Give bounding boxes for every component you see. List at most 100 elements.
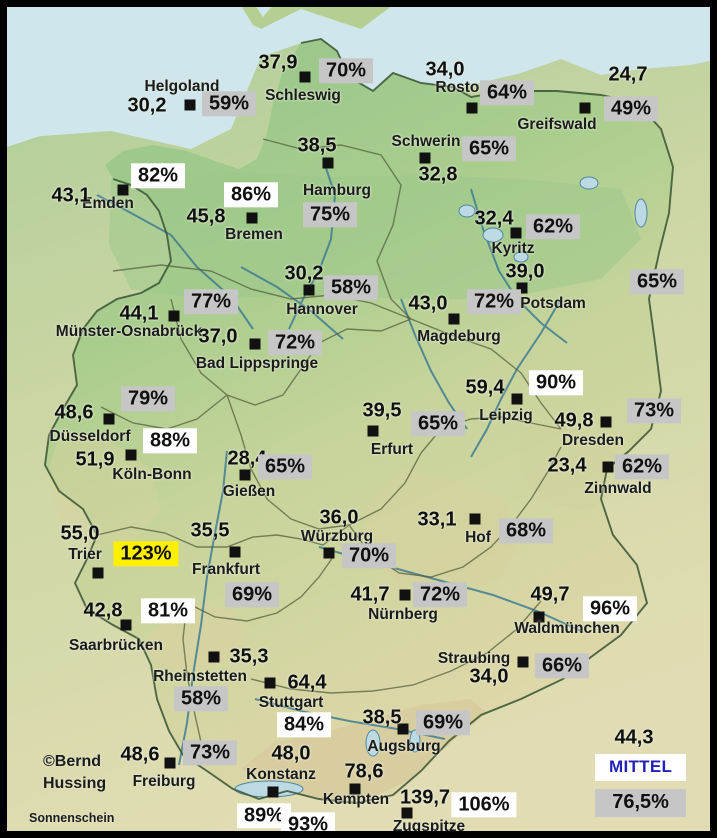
station-sunshine-hours: 23,4 <box>547 454 587 477</box>
station-percent-badge: 69% <box>224 582 280 608</box>
station-sunshine-hours: 41,7 <box>350 583 390 606</box>
station-percent-badge: 62% <box>525 214 581 240</box>
legend-value: 76,5% <box>595 789 687 817</box>
station-name-label: Saarbrücken <box>69 637 163 654</box>
station-name-label: Waldmünchen <box>514 620 620 637</box>
station-marker <box>323 547 335 559</box>
station-percent-badge: 58% <box>323 275 379 301</box>
station-marker <box>229 546 241 558</box>
station-marker <box>246 212 258 224</box>
station-percent-badge: 93% <box>280 812 336 831</box>
station-percent-badge: 81% <box>140 598 196 624</box>
station-name-label: Hof <box>465 529 491 546</box>
station-sunshine-hours: 64,4 <box>287 671 327 694</box>
station-sunshine-hours: 44,1 <box>119 302 159 325</box>
station-sunshine-hours: 42,8 <box>83 599 123 622</box>
station-sunshine-hours: 43,0 <box>408 292 448 315</box>
station-marker <box>249 338 261 350</box>
station-sunshine-hours: 49,7 <box>530 583 570 606</box>
station-name-label: Würzburg <box>300 528 374 545</box>
station-percent-badge: 66% <box>534 653 590 679</box>
station-percent-badge: 65% <box>257 454 313 480</box>
credit-line-2: Hussing <box>43 774 107 792</box>
station-name-label: Trier <box>68 546 102 563</box>
station-percent-badge: 68% <box>498 518 554 544</box>
station-sunshine-hours: 32,8 <box>418 163 458 186</box>
station-sunshine-hours: 59,4 <box>465 376 505 399</box>
station-sunshine-hours: 139,7 <box>399 786 451 809</box>
station-sunshine-hours: 34,0 <box>469 665 509 688</box>
credit-line-1: ©Bernd <box>43 753 102 770</box>
station-marker <box>208 651 220 663</box>
station-percent-badge: 72% <box>412 582 468 608</box>
station-name-label: Bad Lippspringe <box>195 355 319 372</box>
station-sunshine-hours: 49,8 <box>554 409 594 432</box>
station-percent-badge: 79% <box>120 386 176 412</box>
station-marker <box>264 677 276 689</box>
station-sunshine-hours: 30,2 <box>127 94 167 117</box>
station-marker <box>322 157 334 169</box>
station-marker <box>184 99 196 111</box>
station-sunshine-hours: 48,6 <box>120 743 160 766</box>
station-name-label: Greifswald <box>517 116 597 133</box>
station-percent-badge: 72% <box>267 330 323 356</box>
station-percent-badge: 70% <box>341 543 397 569</box>
station-sunshine-hours: 39,5 <box>362 399 402 422</box>
station-marker <box>602 461 614 473</box>
station-name-label: Hamburg <box>302 182 372 199</box>
station-marker <box>510 227 522 239</box>
station-name-label: Dresden <box>561 432 625 449</box>
map-caption: Sonnenschein <box>29 811 115 825</box>
station-sunshine-hours: 35,5 <box>190 519 230 542</box>
station-name-label: Nürnberg <box>368 606 438 623</box>
station-name-label: Augsburg <box>367 738 441 755</box>
station-sunshine-hours: 24,7 <box>608 63 648 86</box>
station-name-label: Emden <box>82 195 134 212</box>
station-name-label: Stuttgart <box>258 694 324 711</box>
station-percent-badge: 58% <box>173 686 229 712</box>
station-name-label: Gießen <box>222 483 276 500</box>
station-name-label: Rheinstetten <box>153 668 247 685</box>
station-marker <box>117 184 129 196</box>
station-sunshine-hours: 30,2 <box>284 262 324 285</box>
germany-terrain-map <box>7 7 710 831</box>
station-marker <box>239 469 251 481</box>
station-name-label: Kyritz <box>491 240 535 257</box>
map-canvas: Helgoland 30,2 59% Schleswig 37,9 70% Rostock 3… <box>7 7 710 831</box>
station-sunshine-hours: 51,9 <box>75 448 115 471</box>
station-marker <box>511 393 523 405</box>
station-marker <box>448 313 460 325</box>
station-sunshine-hours: 44,3 <box>614 726 654 749</box>
station-marker <box>103 413 115 425</box>
station-name-label: Münster-Osnabrück <box>55 323 203 340</box>
station-marker <box>349 783 361 795</box>
station-sunshine-hours: 38,5 <box>362 706 402 729</box>
station-sunshine-hours: 34,0 <box>425 58 465 81</box>
station-marker <box>397 723 409 735</box>
station-name-label: Kempten <box>322 791 390 808</box>
station-name-label: Leipzig <box>479 407 533 424</box>
station-sunshine-hours: 28,4 <box>227 447 267 470</box>
station-percent-badge: 75% <box>302 202 358 228</box>
station-marker <box>367 425 379 437</box>
station-marker <box>168 310 180 322</box>
station-percent-badge: 123% <box>113 541 179 567</box>
station-marker <box>125 449 137 461</box>
legend-mittel: MITTEL 76,5% <box>595 754 687 817</box>
station-name-label: Magdeburg <box>417 328 501 345</box>
station-name-label: Potsdam <box>520 295 586 312</box>
station-sunshine-hours: 48,6 <box>54 401 94 424</box>
station-percent-badge: 64% <box>479 80 535 106</box>
station-marker <box>401 807 413 819</box>
station-marker <box>303 284 315 296</box>
copyright-credit: ©Bernd Hussing <box>43 751 106 794</box>
station-percent-badge: 72% <box>466 289 522 315</box>
station-sunshine-hours: 38,5 <box>297 134 337 157</box>
station-name-label: Frankfurt <box>191 561 261 578</box>
station-marker <box>516 282 528 294</box>
station-marker <box>533 611 545 623</box>
station-marker <box>517 656 529 668</box>
station-percent-badge: 82% <box>130 163 186 189</box>
station-percent-badge: 84% <box>276 712 332 738</box>
station-name-label: Bremen <box>225 226 283 243</box>
